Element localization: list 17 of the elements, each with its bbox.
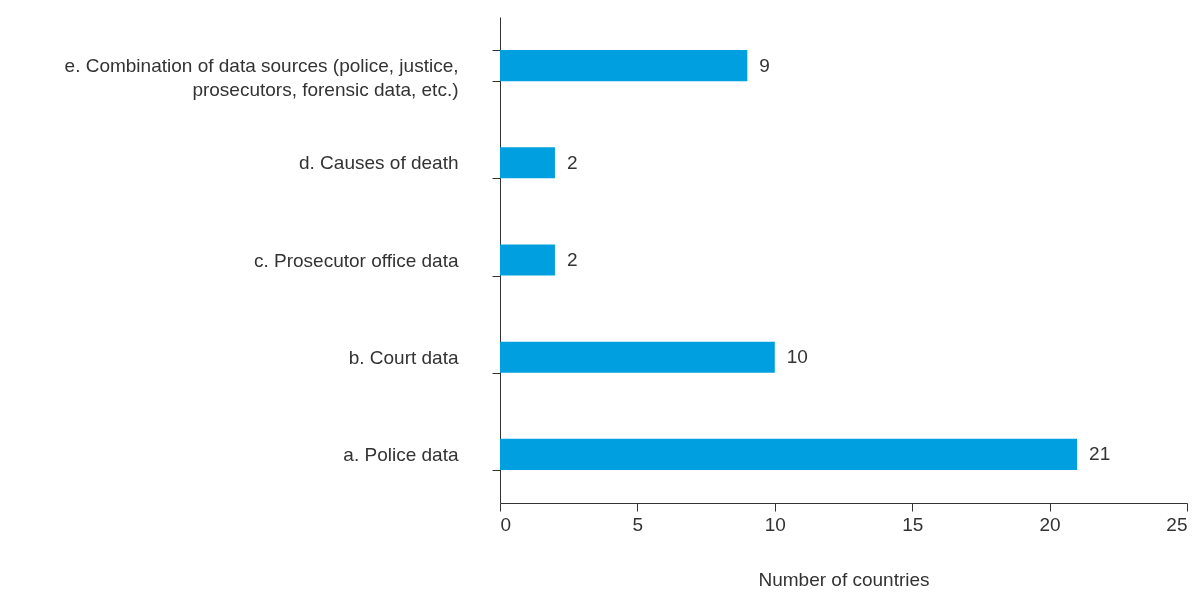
x-tick-label: 25 xyxy=(1166,513,1188,535)
y-tick-label: e. Combination of data sources (police, justice, prosecutors, forensic data, etc.) xyxy=(64,55,459,101)
data-label: 2 xyxy=(566,249,578,270)
y-tick-label: b. Court data xyxy=(348,346,459,368)
data-label: 10 xyxy=(786,346,808,368)
data-label: 2 xyxy=(566,151,578,173)
x-tick-label: 5 xyxy=(632,513,644,535)
y-tick-label: a. Police data xyxy=(343,443,459,465)
data-label: 9 xyxy=(759,54,770,76)
x-tick-label: 0 xyxy=(500,513,512,535)
y-tick-label: c. Prosecutor office data xyxy=(253,249,459,271)
y-tick-label: d. Causes of death xyxy=(299,152,459,174)
x-axis-title: Number of countries xyxy=(758,568,930,590)
x-tick-label: 20 xyxy=(1039,513,1061,535)
data-label: 21 xyxy=(1089,443,1111,465)
x-tick-label: 15 xyxy=(902,513,924,535)
x-tick-label: 10 xyxy=(764,513,786,535)
